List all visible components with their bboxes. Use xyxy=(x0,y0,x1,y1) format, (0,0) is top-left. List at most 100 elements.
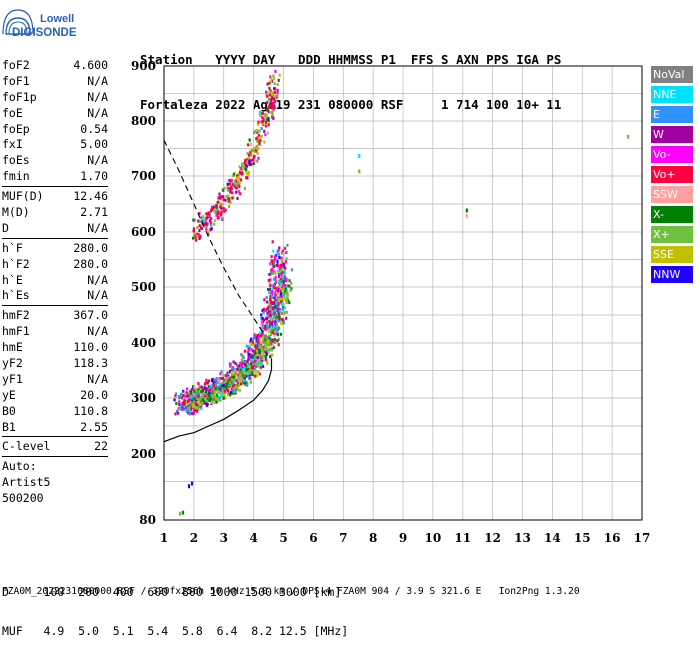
echo-point xyxy=(236,386,239,390)
echo-point xyxy=(274,279,278,283)
echo-point xyxy=(261,316,264,320)
param-row-clevel: C-level 22 xyxy=(2,439,108,454)
echo-point xyxy=(220,370,223,374)
echo-point xyxy=(226,371,229,375)
echo-point xyxy=(255,349,259,353)
echo-point xyxy=(252,368,256,372)
echo-point xyxy=(276,269,280,273)
echo-point xyxy=(267,278,270,282)
echo-point xyxy=(285,251,288,255)
echo-point xyxy=(241,377,244,381)
echo-point xyxy=(278,73,281,77)
echo-point xyxy=(177,407,180,411)
echo-point xyxy=(227,381,230,385)
echo-point xyxy=(274,306,277,310)
echo-point xyxy=(278,266,281,270)
echo-point xyxy=(256,152,259,156)
echo-point xyxy=(275,287,279,291)
x-tick-label: 17 xyxy=(634,531,651,545)
echo-point xyxy=(281,291,285,295)
echo-point xyxy=(274,340,277,344)
param-divider xyxy=(2,305,108,307)
echo-point xyxy=(195,389,198,393)
echo-point xyxy=(221,391,225,395)
echo-point xyxy=(214,383,218,387)
echo-point xyxy=(271,110,274,114)
echo-point xyxy=(223,389,226,393)
echo-point xyxy=(271,79,274,83)
echo-point xyxy=(283,290,287,294)
echo-point xyxy=(187,411,190,415)
echo-point xyxy=(286,284,290,288)
echo-point xyxy=(262,338,265,342)
x-tick-label: 1 xyxy=(160,531,168,545)
echo-point xyxy=(273,295,276,299)
echo-point xyxy=(237,384,240,388)
echo-point xyxy=(267,329,271,333)
echo-point xyxy=(271,353,274,357)
echo-point xyxy=(269,110,272,114)
echo-point xyxy=(193,406,196,410)
echo-point xyxy=(256,344,260,348)
echo-point xyxy=(203,401,206,405)
echo-point xyxy=(225,382,228,386)
echo-point xyxy=(276,83,279,87)
echo-point xyxy=(206,215,209,219)
echo-point xyxy=(272,249,275,253)
echo-point xyxy=(267,123,270,127)
echo-point xyxy=(248,160,251,164)
echo-point xyxy=(269,287,272,291)
echo-point xyxy=(196,234,199,238)
echo-point xyxy=(185,397,188,401)
echo-point xyxy=(285,316,288,320)
echo-point xyxy=(277,311,280,315)
param-row-mufd: MUF(D) 12.46 xyxy=(2,189,108,204)
echo-point xyxy=(277,315,280,319)
echo-point xyxy=(273,77,276,81)
echo-point xyxy=(281,249,284,253)
echo-point xyxy=(213,205,216,209)
echo-point xyxy=(209,388,212,392)
echo-point xyxy=(271,329,275,333)
echo-point xyxy=(284,279,287,283)
echo-point xyxy=(239,382,242,386)
echo-point xyxy=(198,212,201,216)
echo-point xyxy=(277,343,280,347)
echo-point xyxy=(260,323,263,327)
echo-point xyxy=(234,185,237,189)
echo-point xyxy=(289,289,292,293)
echo-point xyxy=(272,287,275,291)
param-divider xyxy=(2,186,108,188)
echo-point xyxy=(258,344,262,348)
echo-point xyxy=(272,277,276,281)
echo-point xyxy=(266,307,269,311)
echo-point xyxy=(197,400,200,404)
y-tick-label: 200 xyxy=(131,447,156,461)
echo-point xyxy=(233,184,236,188)
echo-point xyxy=(271,240,274,244)
echo-point xyxy=(242,366,246,370)
echo-point xyxy=(223,380,226,384)
echo-point xyxy=(274,338,278,342)
echo-point xyxy=(261,349,264,353)
echo-point xyxy=(225,387,228,391)
param-row-ye: yE 20.0 xyxy=(2,387,108,402)
x-tick-label: 4 xyxy=(249,531,257,545)
echo-point xyxy=(219,372,222,376)
echo-point xyxy=(257,147,260,151)
echo-point xyxy=(192,409,196,413)
echo-point xyxy=(465,214,468,219)
echo-point xyxy=(216,209,219,213)
echo-point xyxy=(229,391,232,395)
echo-point xyxy=(270,91,274,95)
echo-point xyxy=(266,300,269,304)
echo-point xyxy=(191,236,195,240)
echo-point xyxy=(270,77,273,81)
echo-point xyxy=(272,87,276,91)
echo-point xyxy=(244,159,247,163)
x-tick-label: 3 xyxy=(220,531,228,545)
echo-point xyxy=(276,317,279,321)
echo-point xyxy=(280,298,283,302)
echo-point xyxy=(244,382,247,386)
echo-point xyxy=(196,406,199,410)
